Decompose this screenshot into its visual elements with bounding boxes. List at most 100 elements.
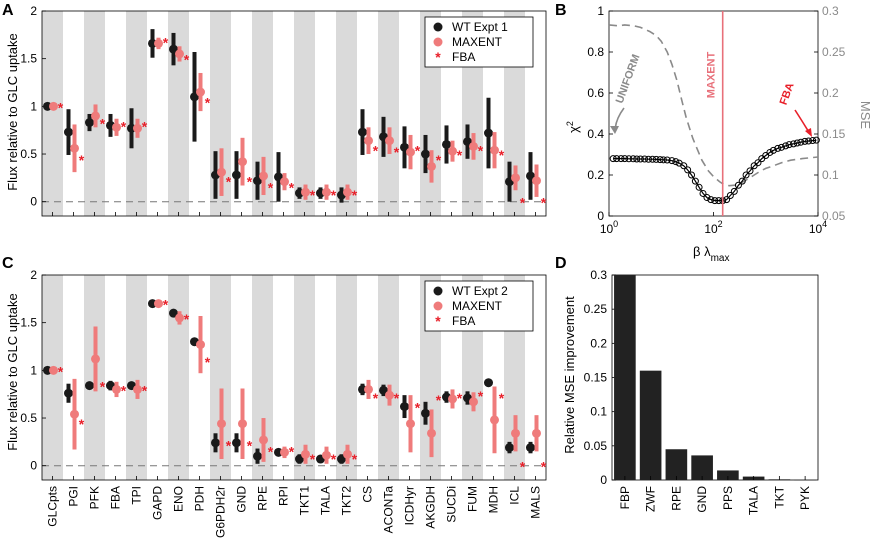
legend-a-wt-marker: [433, 22, 443, 32]
b-ytick-label: 0.6: [587, 86, 604, 100]
c-band: [168, 275, 189, 480]
a-maxent-point: [112, 122, 121, 132]
a-fba-point: *: [352, 187, 358, 203]
a-fba-point: *: [205, 95, 211, 111]
a-maxent-point: [301, 187, 310, 197]
b-chi2-point: [648, 155, 656, 163]
panel-b-xlabel: β λmax: [693, 244, 730, 264]
d-xtick-label: TALA: [747, 486, 761, 515]
panel-a-legend: WT Expt 1 MAXENT * FBA: [424, 16, 534, 68]
panel-d-chart: 0 0.05 0.1 0.15 0.2 0.25 0.3 FBP ZWF RPE GND PPS TAL…: [584, 268, 819, 515]
c-maxent-point: [427, 428, 436, 438]
c-xtick-label: ENO: [172, 486, 186, 512]
c-xtick-label: ICDHyr: [403, 486, 417, 525]
c-fba-point: *: [310, 451, 316, 467]
b-ytick-label-right: 0.15: [822, 127, 846, 141]
c-wt-point: [85, 381, 94, 391]
c-xtick-label: FBA: [109, 486, 123, 509]
b-uniform-arrowhead: [610, 126, 619, 134]
a-ytick-label: 1.5: [20, 52, 37, 66]
legend-c-wt-marker: [433, 286, 443, 296]
d-bar: [614, 275, 636, 480]
b-chi2-point: [793, 139, 801, 147]
d-ytick-label: 0.1: [590, 405, 607, 419]
a-fba-point: *: [163, 35, 169, 51]
c-maxent-point: [532, 428, 541, 438]
a-band: [378, 11, 399, 216]
panel-b-ylabel-sup: 2: [565, 121, 575, 126]
b-axes-frame: [608, 10, 819, 217]
c-fba-point: *: [142, 382, 148, 398]
b-chi2-point: [636, 155, 644, 163]
a-axes-frame: [41, 10, 547, 217]
a-maxent-point: [196, 87, 205, 97]
d-xtick-label: PYK: [798, 486, 812, 510]
panel-label-a: A: [2, 2, 14, 19]
a-maxent-point: [322, 187, 331, 197]
b-chi2-point: [801, 137, 809, 145]
c-maxent-point: [112, 384, 121, 394]
c-wt-point: [526, 443, 535, 453]
a-fba-point: *: [478, 142, 484, 158]
b-chi2-point: [684, 166, 692, 174]
a-maxent-point: [133, 123, 142, 133]
a-fba-point: *: [247, 174, 253, 190]
legend-a-maxent: MAXENT: [452, 35, 503, 49]
c-ytick-label: 1: [30, 363, 37, 377]
c-maxent-point: [259, 435, 268, 445]
a-fba-point: *: [100, 116, 106, 132]
c-fba-point: *: [184, 311, 190, 327]
a-fba-point: *: [184, 52, 190, 68]
legend-a-fba: FBA: [452, 50, 475, 64]
c-fba-point: *: [436, 392, 442, 408]
d-ytick-label: 0.05: [584, 439, 608, 453]
a-fba-point: *: [541, 195, 547, 211]
c-ytick-label: 0: [30, 459, 37, 473]
a-wt-point: [463, 137, 472, 147]
b-ytick-label: 1: [597, 4, 604, 18]
a-fba-point: *: [331, 187, 337, 203]
b-ytick-label: 0.4: [587, 127, 604, 141]
a-maxent-point: [70, 143, 79, 153]
c-fba-point: *: [394, 390, 400, 406]
b-xtick-exponent: 0: [613, 219, 618, 229]
c-band: [126, 275, 147, 480]
c-xtick-label: TKT1: [298, 486, 312, 516]
c-maxent-point: [175, 313, 184, 323]
c-maxent-point: [280, 447, 289, 457]
d-ytick-label: 0.15: [584, 371, 608, 385]
a-fba-point: *: [436, 152, 442, 168]
c-fba-point: *: [520, 459, 526, 475]
a-fba-point: *: [394, 144, 400, 160]
b-xtick-exponent: 4: [822, 219, 827, 229]
b-chi2-point: [625, 155, 633, 163]
a-maxent-point: [343, 187, 352, 197]
a-fba-point: *: [226, 174, 232, 190]
a-fba-point: *: [457, 147, 463, 163]
c-ytick-label: 1.5: [20, 316, 37, 330]
panel-b-ylabel: χ2: [565, 121, 581, 133]
d-xtick-label: RPE: [669, 486, 683, 511]
a-band: [42, 11, 63, 216]
c-maxent-point: [70, 409, 79, 419]
c-xtick-label: TALA: [319, 486, 333, 515]
c-wt-point: [169, 308, 178, 318]
c-fba-point: *: [457, 390, 463, 406]
a-wt-point: [358, 127, 367, 137]
b-ytick-label: 0: [597, 209, 604, 223]
a-wt-point: [421, 149, 430, 159]
d-ytick-label: 0.2: [590, 336, 607, 350]
c-fba-point: *: [121, 382, 127, 398]
c-axes-frame: [41, 274, 547, 481]
b-chi2-point: [663, 156, 671, 164]
c-band: [252, 275, 273, 480]
legend-a-wt: WT Expt 1: [452, 20, 508, 34]
c-xtick-label: MALS: [529, 486, 543, 519]
d-bar: [794, 479, 816, 481]
b-chi2-point: [766, 148, 774, 156]
c-fba-point: *: [478, 388, 484, 404]
a-maxent-point: [154, 38, 163, 48]
d-bar: [691, 455, 713, 480]
b-chi2-point: [641, 155, 649, 163]
c-band: [42, 275, 63, 480]
